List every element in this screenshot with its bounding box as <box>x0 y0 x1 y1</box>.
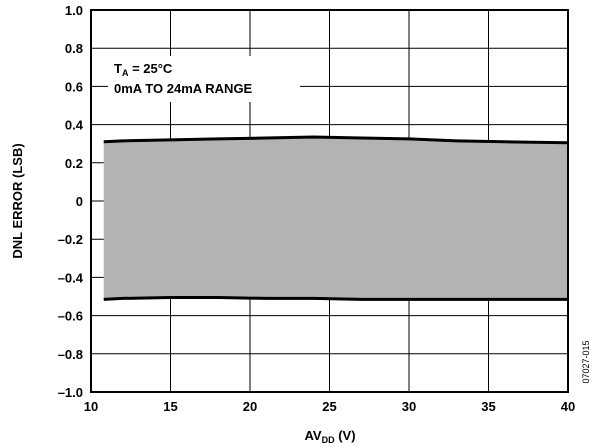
lower-dnl-line <box>103 295 568 301</box>
error-band <box>103 137 568 300</box>
y-tick-label: –0.4 <box>58 270 84 285</box>
y-tick-label: –0.2 <box>58 232 83 247</box>
x-tick-label: 30 <box>402 399 416 414</box>
y-tick-label: 0.6 <box>65 79 83 94</box>
range-annotation: 0mA TO 24mA RANGE <box>114 81 253 96</box>
plot-frame <box>90 9 569 393</box>
x-tick-label: 35 <box>481 399 495 414</box>
upper-dnl-line <box>103 135 569 145</box>
y-tick-label: –0.6 <box>58 309 83 324</box>
x-tick-label: 15 <box>163 399 177 414</box>
y-tick-label: –0.8 <box>58 347 83 362</box>
error-band-fill <box>103 137 568 300</box>
y-tick-label: 0 <box>76 194 83 209</box>
temperature-annotation: TA = 25°C <box>114 61 173 78</box>
figure-id: 07027-015 <box>581 340 591 383</box>
y-tick-label: 0.2 <box>65 156 83 171</box>
series-lines <box>103 135 569 301</box>
y-axis-label: DNL ERROR (LSB) <box>10 143 25 258</box>
y-tick-labels: 1.0 0.8 0.6 0.4 0.2 0 –0.2 –0.4 –0.6 –0.8 –1.0 <box>58 3 84 400</box>
x-tick-labels: 10 15 20 25 30 35 40 <box>84 399 575 414</box>
x-tick-label: 20 <box>243 399 257 414</box>
y-tick-label: 0.4 <box>65 118 84 133</box>
x-axis-label: AVDD (V) <box>304 428 355 445</box>
x-tick-label: 40 <box>561 399 575 414</box>
annotation-box <box>108 56 300 102</box>
y-tick-label: 0.8 <box>65 41 83 56</box>
y-tick-label: –1.0 <box>58 385 83 400</box>
y-tick-label: 1.0 <box>65 3 83 18</box>
x-tick-label: 25 <box>322 399 336 414</box>
x-tick-label: 10 <box>84 399 98 414</box>
